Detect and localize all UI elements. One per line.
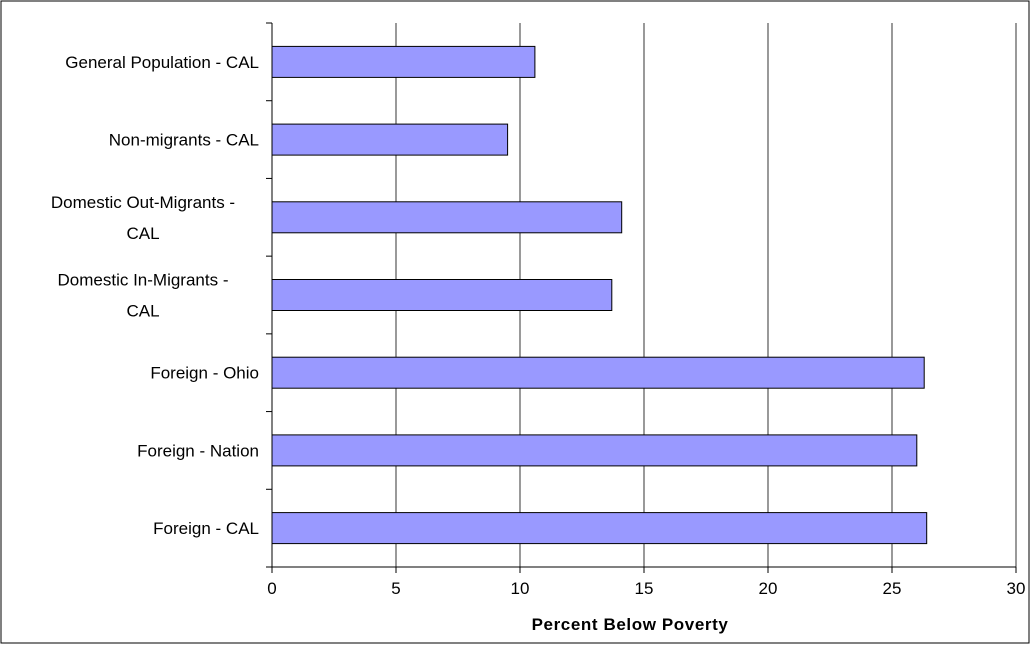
x-tick-label-25: 25 [883, 579, 902, 598]
category-label-line: CAL [126, 302, 159, 321]
category-label-1: Non-migrants - CAL [109, 131, 259, 150]
x-tick-label-10: 10 [511, 579, 530, 598]
bars [271, 45, 928, 545]
x-tick-label-5: 5 [391, 579, 400, 598]
category-label-6: Foreign - CAL [153, 519, 259, 538]
bar-2 [271, 201, 623, 234]
bar-6 [271, 512, 928, 545]
category-labels: General Population - CAL Non-migrants - C… [51, 53, 259, 538]
x-tick-label-0: 0 [267, 579, 276, 598]
category-label-line: Domestic Out-Migrants - [51, 193, 235, 212]
bar-5 [271, 434, 918, 467]
bar-3 [271, 279, 613, 311]
category-label-line: CAL [126, 224, 159, 243]
category-label-3: Domestic In-Migrants - CAL [58, 271, 229, 321]
category-label-0: General Population - CAL [65, 53, 259, 72]
gridlines [395, 23, 1017, 567]
x-tick-labels: 0 5 10 15 20 25 30 [267, 579, 1025, 598]
bar-0 [271, 45, 536, 78]
category-label-2: Domestic Out-Migrants - CAL [51, 193, 235, 243]
category-label-5: Foreign - Nation [137, 441, 259, 460]
bar-4 [271, 356, 925, 389]
bar-1 [271, 123, 509, 156]
category-label-line: Domestic In-Migrants - [58, 271, 229, 290]
axes [266, 22, 1017, 573]
x-tick-label-15: 15 [635, 579, 654, 598]
x-tick-label-30: 30 [1007, 579, 1026, 598]
x-tick-label-20: 20 [759, 579, 778, 598]
category-label-4: Foreign - Ohio [150, 364, 259, 383]
x-axis-title: Percent Below Poverty [532, 615, 729, 634]
